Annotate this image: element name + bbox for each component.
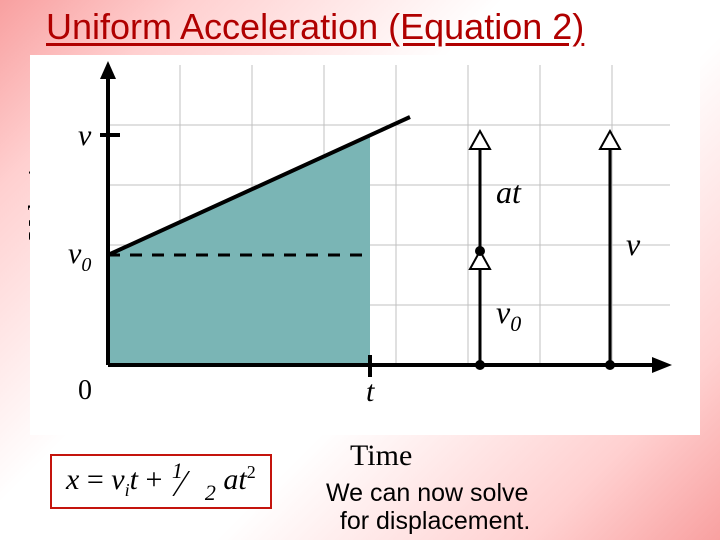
eq-v: v — [111, 463, 124, 496]
decomposition-bar-2 — [600, 131, 620, 370]
velocity-time-chart: v v0 0 t at v0 v — [30, 55, 700, 435]
at-annotation: at — [496, 174, 522, 210]
y-axis-arrow — [100, 61, 116, 79]
eq-t2: t — [238, 463, 246, 496]
eq-sq: 2 — [247, 462, 256, 482]
origin-label: 0 — [78, 375, 92, 406]
v-label: v — [78, 119, 92, 152]
eq-half-slash: ⁄ — [178, 462, 184, 506]
t-label: t — [366, 375, 375, 408]
v-annotation: v — [626, 226, 641, 262]
decomposition-bar-1 — [470, 131, 490, 370]
v0-annotation: v0 — [496, 294, 521, 336]
eq-eq: = — [87, 463, 104, 496]
caption-line1: We can now solve — [326, 479, 528, 507]
eq-a: a — [223, 463, 238, 496]
eq-lhs: x — [66, 463, 79, 496]
v0-label: v0 — [68, 237, 91, 276]
page-title: Uniform Acceleration (Equation 2) — [46, 6, 584, 48]
caption-line2: for displacement. — [340, 507, 530, 535]
eq-half-den: 2 — [205, 480, 216, 506]
eq-plus: + — [145, 463, 162, 496]
caption: We can now solve for displacement. — [326, 480, 530, 535]
chart-svg: v v0 0 t at v0 v — [30, 55, 700, 435]
eq-half: 1 ⁄ 2 — [170, 464, 216, 500]
x-axis-label: Time — [350, 439, 412, 473]
area-under-curve — [108, 135, 370, 365]
equation-box: x = vit + 1 ⁄ 2 at2 — [50, 454, 272, 509]
x-axis-arrow — [652, 357, 672, 373]
eq-t: t — [130, 463, 138, 496]
